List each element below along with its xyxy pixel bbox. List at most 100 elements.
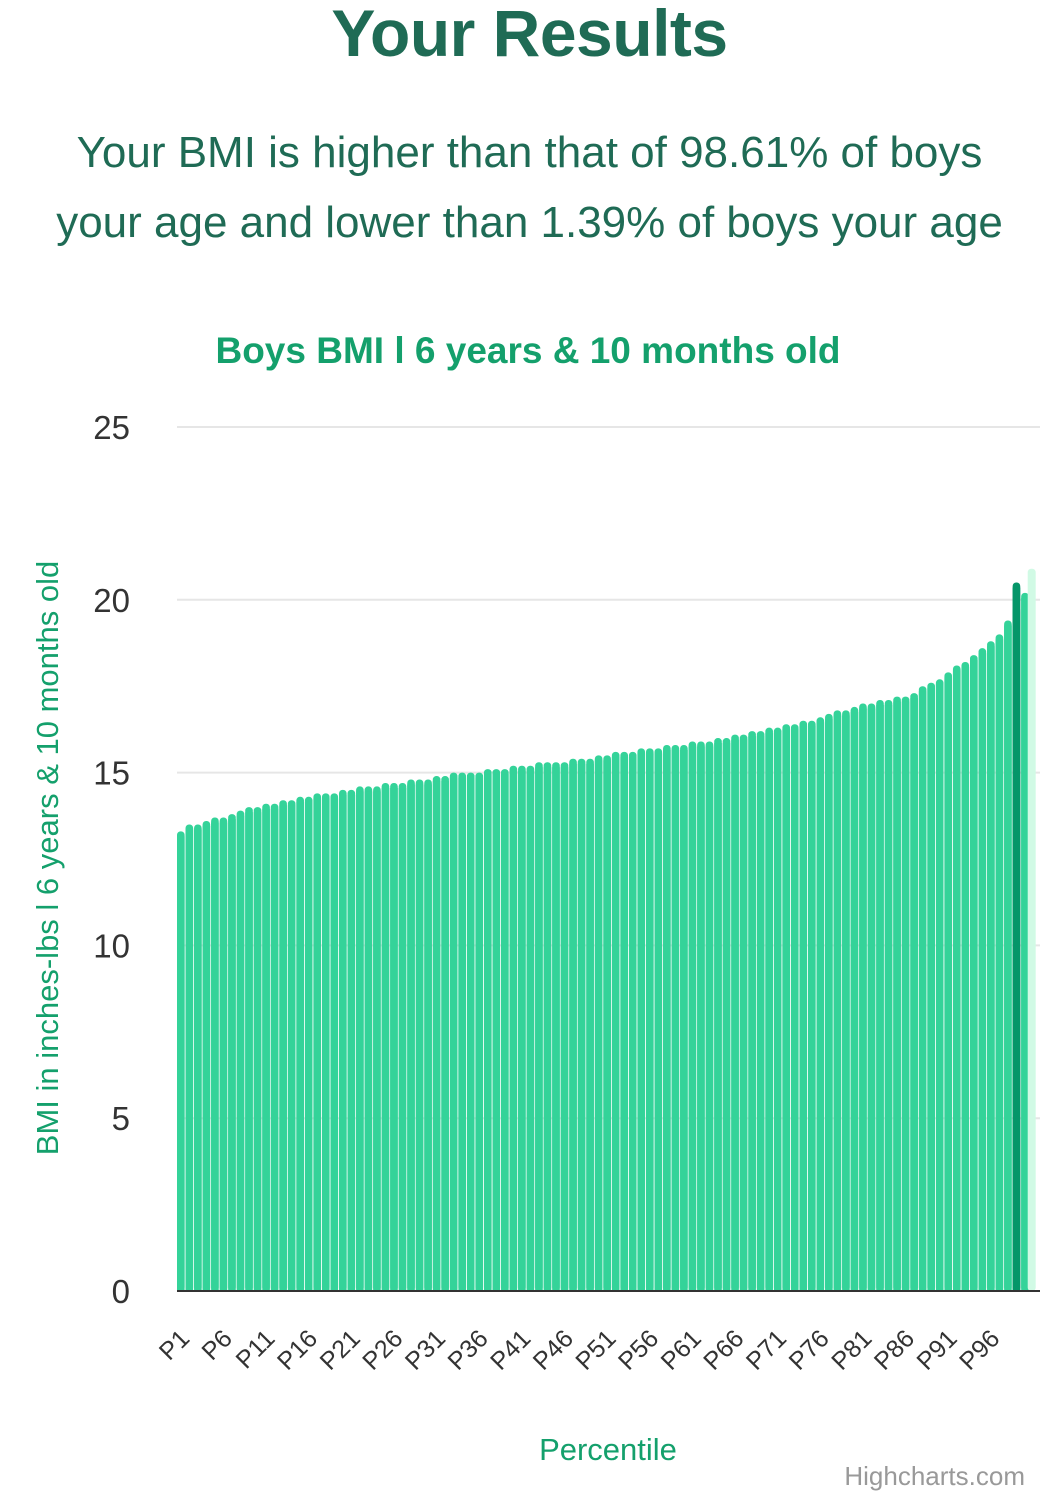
y-tick-label: 15 [93,755,130,792]
bar-body-P24 [373,791,381,1291]
bar-body-P28 [407,784,415,1291]
bar-body-P80 [850,711,859,1291]
bar-body-P84 [884,705,893,1291]
x-tick-label: P1 [154,1324,195,1365]
bar-series[interactable] [177,568,1036,1291]
bar-body-P97 [995,639,1004,1291]
bar-body-P71 [773,732,782,1291]
bar-body-P66 [731,739,739,1291]
bar-body-P78 [833,715,842,1291]
result-summary: Your BMI is higher than that of 98.61% o… [0,118,1059,258]
bar-body-P14 [287,805,296,1291]
bar-body-P85 [893,701,901,1291]
bar-body-P58 [663,749,671,1291]
credits-link[interactable]: Highcharts.com [844,1461,1025,1491]
bar-body-P89 [927,687,935,1291]
bar-body-P83 [876,705,884,1291]
bar-body-P59 [671,749,680,1291]
bar-body-P3 [194,829,202,1291]
bar-body-P2 [185,829,194,1291]
bar-body-P93 [961,667,970,1291]
bar-body-P38 [492,774,501,1291]
bar-body-P82 [867,708,876,1291]
user-bmi-bar-body [1012,587,1021,1291]
bar-body-P10 [253,812,262,1291]
bar-body-P9 [245,812,253,1291]
bar-body-P60 [680,749,688,1291]
bar-body-P68 [748,736,756,1291]
bar-body-P63 [705,746,714,1291]
bar-body-P45 [552,767,560,1291]
bar-body-P7 [228,819,236,1291]
bar-body-P57 [654,753,663,1291]
bar-body-P51 [603,760,611,1291]
bar-body-P21 [347,794,356,1291]
x-tick-label: P86 [869,1324,920,1375]
bar-body-P29 [415,784,424,1291]
bar-body-P1 [177,836,185,1291]
bar-body-P91 [944,677,953,1291]
bar-body-P18 [321,798,330,1291]
result-summary-line-2: your age and lower than 1.39% of boys yo… [56,198,1003,247]
bar-body-P25 [381,787,390,1291]
x-tick-label: P36 [442,1324,493,1375]
bar-body-P43 [535,767,543,1291]
bar-body-P33 [449,777,458,1291]
bar-body-P19 [330,798,339,1291]
bar-body-P39 [501,774,509,1291]
extra-bar[interactable] [1027,568,1036,1291]
y-tick-label: 20 [93,582,130,619]
bar-body-P61 [688,746,697,1291]
x-tick-label: P66 [698,1324,749,1375]
x-tick-label: P91 [911,1324,962,1375]
x-tick-label: P81 [826,1324,877,1375]
bar-body-P4 [202,825,211,1291]
x-tick-label: P56 [613,1324,664,1375]
bar-body-P98 [1004,625,1012,1291]
bar-body-P30 [424,784,432,1291]
bar-body-P94 [970,660,978,1291]
y-axis-ticks: 0 5 10 15 20 25 [93,409,130,1310]
bar-body-P90 [935,684,944,1291]
bar-body-P96 [987,646,995,1291]
x-tick-label: P11 [231,1324,281,1374]
bar-body-P69 [756,736,765,1291]
bar-body-P100 [1021,597,1029,1291]
x-tick-label: P6 [196,1324,237,1365]
bar-body-P12 [270,808,279,1291]
bar-body-P67 [739,739,748,1291]
bar-body-P77 [825,718,833,1291]
bar-body-P64 [714,743,722,1291]
result-summary-line-1: Your BMI is higher than that of 98.61% o… [76,128,983,177]
bar-body-P41 [518,770,526,1291]
x-axis-title: Percentile [539,1432,677,1467]
bar-body-P52 [611,756,620,1291]
bar-body-P76 [816,722,825,1291]
x-tick-label: P41 [485,1324,536,1375]
x-tick-label: P76 [784,1324,835,1375]
bar-body-P56 [645,753,654,1291]
bar-body-P73 [790,729,799,1291]
bar-body-P44 [543,767,552,1291]
bar-body-P74 [799,725,808,1291]
bar-body-P92 [952,670,961,1291]
chart-title: Boys BMI l 6 years & 10 months old [215,330,840,371]
x-tick-label: P46 [528,1324,579,1375]
y-tick-label: 5 [112,1100,130,1137]
y-tick-label: 10 [93,927,130,964]
y-tick-label: 0 [112,1273,130,1310]
x-tick-label: P96 [954,1324,1005,1375]
y-axis-title: BMI in inches-lbs l 6 years & 10 months … [30,561,65,1155]
x-tick-label: P26 [357,1324,408,1375]
bar-body-P54 [628,756,637,1291]
page-title: Your Results [331,0,728,70]
x-tick-label: P51 [570,1324,621,1375]
bar-body-P65 [722,743,731,1291]
x-tick-label: P61 [656,1324,707,1375]
y-tick-label: 25 [93,409,130,446]
bar-body-P17 [313,798,322,1291]
bar-body-P36 [475,777,484,1291]
bar-body-P79 [842,715,850,1291]
bar-body-P23 [364,791,373,1291]
